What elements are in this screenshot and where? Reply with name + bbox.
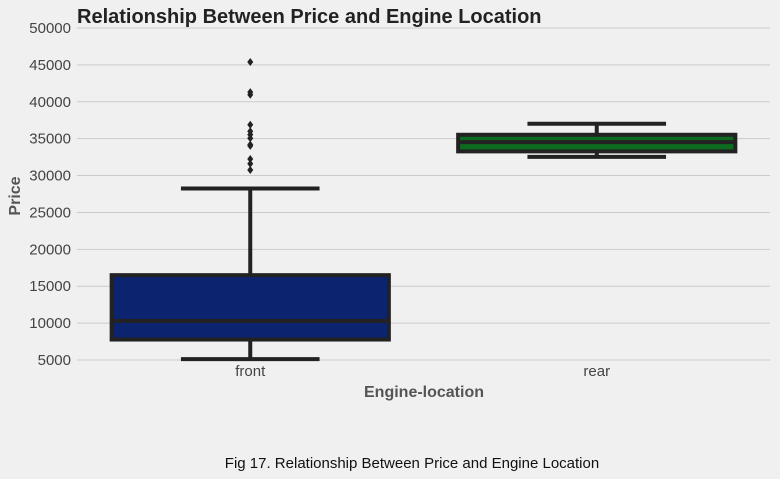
y-axis-label: Price (7, 176, 24, 215)
box-front (109, 57, 391, 362)
outlier-point (247, 88, 254, 97)
chart-title: Relationship Between Price and Engine Lo… (77, 6, 542, 28)
y-tick-labels: 5000 10000 15000 20000 25000 30000 35000 40000 4… (29, 20, 71, 369)
y-tick-label: 50000 (29, 20, 71, 37)
outlier-point (247, 120, 254, 129)
x-tick-label: rear (583, 363, 610, 380)
outlier-point (247, 127, 254, 136)
x-tick-label: front (235, 363, 266, 380)
outlier-point (247, 165, 254, 174)
y-tick-label: 20000 (29, 241, 71, 258)
box-series (109, 57, 738, 362)
outlier-point (247, 140, 254, 149)
y-tick-label: 15000 (29, 278, 71, 295)
outlier-point (247, 159, 254, 168)
figure-caption: Fig 17. Relationship Between Price and E… (224, 455, 600, 472)
x-tick-labels: front rear (235, 363, 610, 380)
y-tick-label: 35000 (29, 131, 71, 148)
outlier-point (247, 57, 254, 66)
box-rear (456, 121, 738, 159)
x-axis-label: Engine-location (364, 384, 484, 401)
y-tick-label: 5000 (38, 352, 71, 369)
outlier-point (247, 154, 254, 163)
y-tick-label: 30000 (29, 168, 71, 185)
y-tick-label: 40000 (29, 94, 71, 111)
y-tick-label: 25000 (29, 204, 71, 221)
box-iqr (109, 273, 391, 342)
y-tick-label: 45000 (29, 57, 71, 74)
y-tick-label: 10000 (29, 315, 71, 332)
